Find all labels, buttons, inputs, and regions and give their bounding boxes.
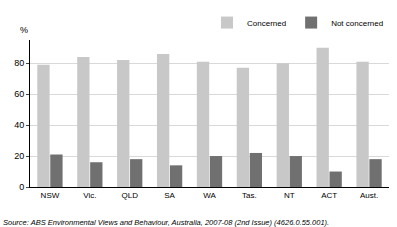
svg-text:Not concerned: Not concerned: [331, 19, 383, 28]
svg-text:WA: WA: [203, 191, 216, 200]
svg-text:40: 40: [14, 120, 24, 130]
svg-text:0: 0: [19, 182, 24, 192]
svg-text:SA: SA: [164, 191, 175, 200]
svg-text:NT: NT: [284, 191, 295, 200]
svg-text:NSW: NSW: [41, 191, 60, 200]
svg-text:Concerned: Concerned: [247, 19, 286, 28]
svg-text:20: 20: [14, 151, 24, 161]
svg-text:ACT: ACT: [321, 191, 337, 200]
svg-text:%: %: [20, 25, 28, 35]
svg-text:60: 60: [14, 89, 24, 99]
svg-text:80: 80: [14, 58, 24, 68]
svg-text:Tas.: Tas.: [242, 191, 257, 200]
svg-text:Vic.: Vic.: [83, 191, 96, 200]
svg-text:QLD: QLD: [121, 191, 138, 200]
svg-text:Source: ABS Environmental View: Source: ABS Environmental Views and Beha…: [3, 218, 329, 227]
svg-text:Aust.: Aust.: [360, 191, 378, 200]
